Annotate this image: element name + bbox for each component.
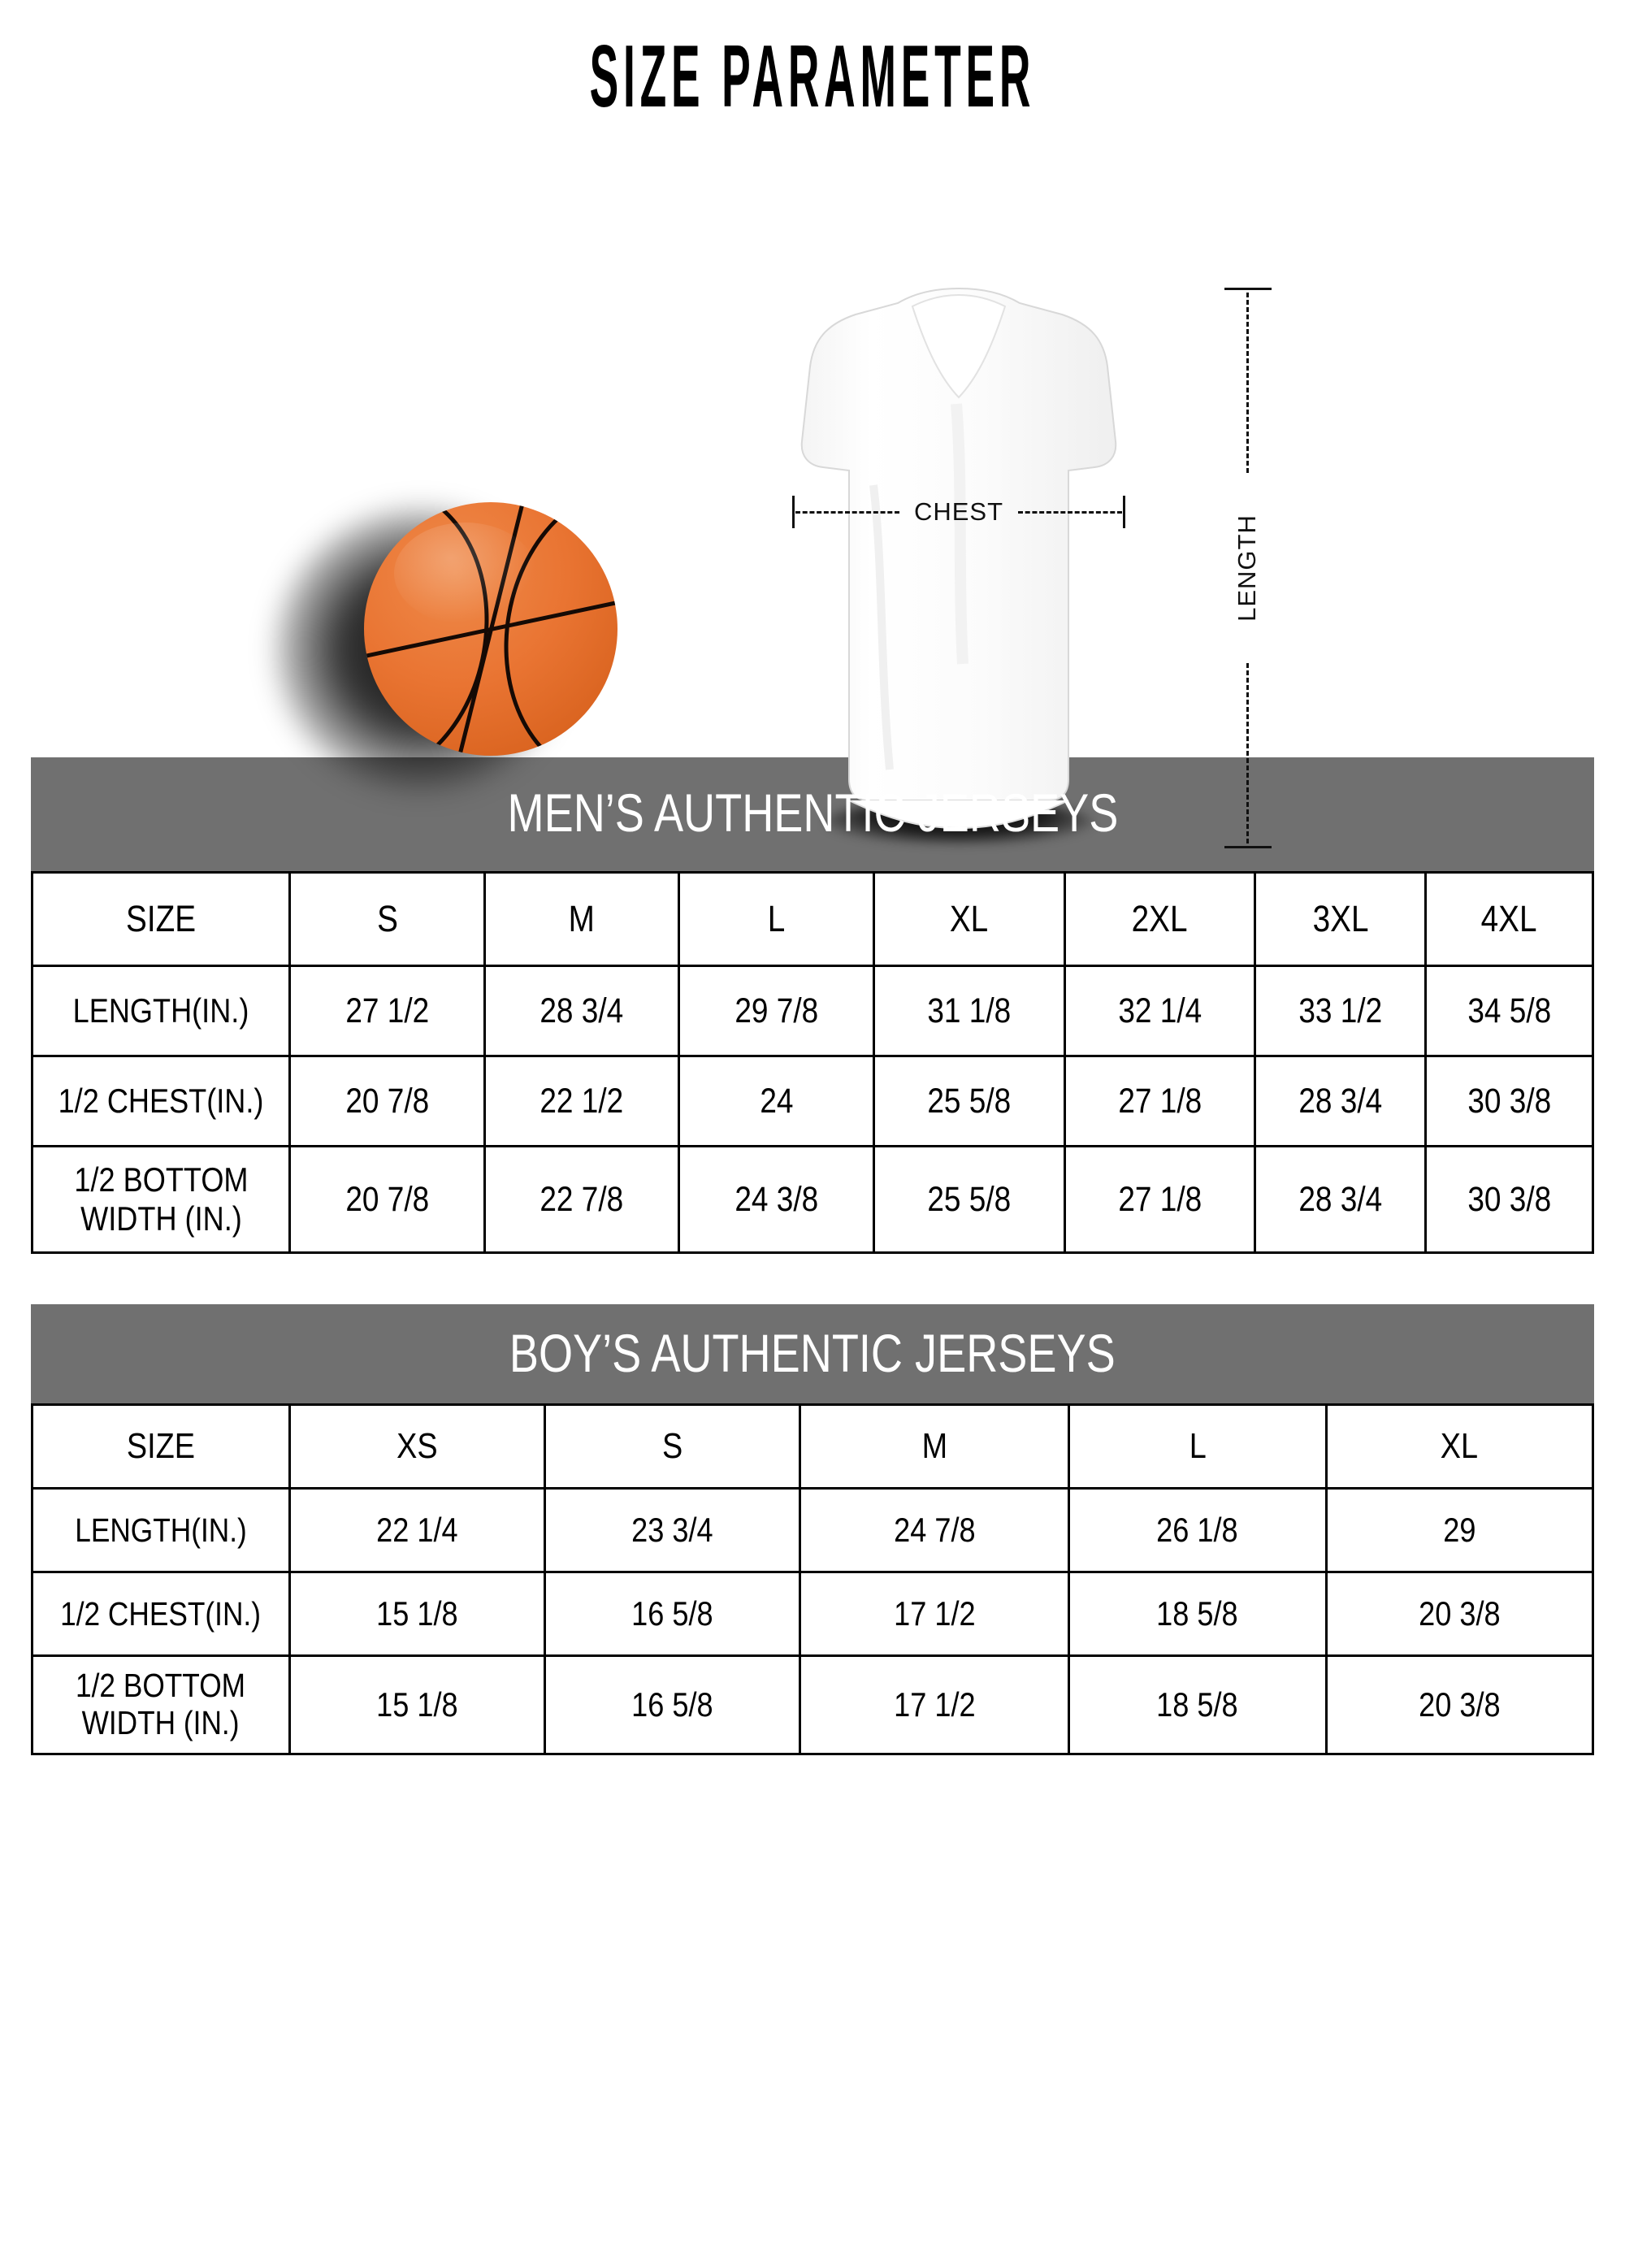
column-header-s: S bbox=[543, 1403, 802, 1490]
basketball-seam-left bbox=[364, 502, 512, 756]
cell-bottom-xl: 25 5/8 bbox=[872, 1145, 1066, 1254]
cell-bottom-m: 22 7/8 bbox=[483, 1145, 681, 1254]
table-row: 1/2 CHEST(IN.) 20 7/8 22 1/2 24 25 5/8 2… bbox=[30, 1055, 1595, 1147]
boys-table-banner: BOY’S AUTHENTIC JERSEYS bbox=[31, 1304, 1594, 1403]
cell-bottom-3xl: 28 3/4 bbox=[1254, 1145, 1427, 1254]
column-header-l: L bbox=[678, 871, 875, 967]
cell-bottom-xl: 20 3/8 bbox=[1324, 1654, 1595, 1755]
column-header-size: SIZE bbox=[30, 871, 292, 967]
cell-chest-4xl: 30 3/8 bbox=[1424, 1055, 1595, 1147]
column-header-s: S bbox=[288, 871, 486, 967]
cell-chest-l: 24 bbox=[678, 1055, 875, 1147]
basketball-sphere bbox=[364, 502, 618, 756]
table-row: 1/2 BOTTOM WIDTH (IN.) 20 7/8 22 7/8 24 … bbox=[30, 1145, 1595, 1254]
table-row: LENGTH(IN.) 22 1/4 23 3/4 24 7/8 26 1/8 … bbox=[31, 1487, 1595, 1573]
row-label-half-chest: 1/2 CHEST(IN.) bbox=[31, 1571, 291, 1657]
table-row: 1/2 CHEST(IN.) 15 1/8 16 5/8 17 1/2 18 5… bbox=[31, 1571, 1595, 1657]
cell-bottom-xs: 15 1/8 bbox=[288, 1654, 546, 1755]
length-dimension: LENGTH bbox=[1219, 288, 1276, 848]
cell-length-3xl: 33 1/2 bbox=[1254, 965, 1427, 1057]
length-label: LENGTH bbox=[1233, 514, 1261, 622]
chest-dimension: CHEST bbox=[792, 496, 1125, 528]
cell-chest-3xl: 28 3/4 bbox=[1254, 1055, 1427, 1147]
cell-bottom-l: 18 5/8 bbox=[1067, 1654, 1328, 1755]
column-header-3xl: 3XL bbox=[1254, 871, 1427, 967]
basketball-icon bbox=[275, 496, 637, 804]
column-header-size: SIZE bbox=[31, 1403, 291, 1490]
cell-chest-xl: 20 3/8 bbox=[1324, 1571, 1595, 1657]
length-cap-bottom bbox=[1224, 846, 1272, 848]
cell-chest-s: 16 5/8 bbox=[543, 1571, 802, 1657]
cell-length-l: 29 7/8 bbox=[678, 965, 875, 1057]
basketball-seam-right bbox=[481, 502, 618, 756]
boys-size-table: SIZE XS S M L XL LENGTH(IN.) 22 1/4 23 3… bbox=[31, 1403, 1595, 1755]
mens-size-table: SIZE S M L XL 2XL 3XL 4XL LENGTH(IN.) 27… bbox=[30, 871, 1595, 1254]
cell-length-xs: 22 1/4 bbox=[288, 1487, 546, 1573]
chest-cap-right bbox=[1123, 496, 1125, 528]
cell-bottom-s: 20 7/8 bbox=[288, 1145, 486, 1254]
cell-chest-m: 22 1/2 bbox=[483, 1055, 681, 1147]
column-header-m: M bbox=[483, 871, 681, 967]
row-label-half-bottom-width: 1/2 BOTTOM WIDTH (IN.) bbox=[30, 1145, 292, 1254]
row-label-length: LENGTH(IN.) bbox=[30, 965, 292, 1057]
cell-length-xl: 31 1/8 bbox=[872, 965, 1066, 1057]
table-row: LENGTH(IN.) 27 1/2 28 3/4 29 7/8 31 1/8 … bbox=[30, 965, 1595, 1057]
cell-bottom-2xl: 27 1/8 bbox=[1063, 1145, 1257, 1254]
chest-label: CHEST bbox=[913, 497, 1004, 526]
cell-length-s: 23 3/4 bbox=[543, 1487, 802, 1573]
cell-bottom-s: 16 5/8 bbox=[543, 1654, 802, 1755]
cell-length-m: 24 7/8 bbox=[799, 1487, 1070, 1573]
length-line-bottom bbox=[1246, 663, 1249, 843]
cell-chest-2xl: 27 1/8 bbox=[1063, 1055, 1257, 1147]
row-label-line1: 1/2 BOTTOM bbox=[74, 1160, 249, 1199]
cell-bottom-m: 17 1/2 bbox=[799, 1654, 1070, 1755]
chest-line-right bbox=[1018, 511, 1122, 514]
cell-chest-xl: 25 5/8 bbox=[872, 1055, 1066, 1147]
mens-banner-text: MEN’S AUTHENTIC JERSEYS bbox=[507, 783, 1118, 843]
row-label-line1: 1/2 BOTTOM bbox=[76, 1667, 246, 1705]
cell-chest-xs: 15 1/8 bbox=[288, 1571, 546, 1657]
cell-chest-l: 18 5/8 bbox=[1067, 1571, 1328, 1657]
row-label-line2: WIDTH (IN.) bbox=[81, 1703, 240, 1741]
column-header-4xl: 4XL bbox=[1424, 871, 1595, 967]
page-title: SIZE PARAMETER bbox=[589, 28, 1036, 126]
cell-bottom-l: 24 3/8 bbox=[678, 1145, 875, 1254]
boys-size-table-block: BOY’S AUTHENTIC JERSEYS SIZE XS S M L XL… bbox=[31, 1304, 1595, 1755]
cell-length-xl: 29 bbox=[1324, 1487, 1595, 1573]
jersey-illustration bbox=[800, 287, 1117, 830]
boys-banner-text: BOY’S AUTHENTIC JERSEYS bbox=[509, 1323, 1116, 1383]
column-header-xl: XL bbox=[872, 871, 1066, 967]
mens-size-table-block: MEN’S AUTHENTIC JERSEYS SIZE S M L XL 2X… bbox=[30, 757, 1595, 1254]
cell-length-s: 27 1/2 bbox=[288, 965, 486, 1057]
jersey-icon bbox=[776, 282, 1142, 851]
illustration-area: CHEST LENGTH bbox=[0, 107, 1625, 848]
length-cap-top bbox=[1224, 288, 1272, 290]
column-header-l: L bbox=[1067, 1403, 1328, 1490]
page-title-container: SIZE PARAMETER bbox=[0, 0, 1625, 121]
row-label-half-bottom-width: 1/2 BOTTOM WIDTH (IN.) bbox=[31, 1654, 291, 1755]
cell-chest-s: 20 7/8 bbox=[288, 1055, 486, 1147]
cell-length-m: 28 3/4 bbox=[483, 965, 681, 1057]
row-label-line2: WIDTH (IN.) bbox=[80, 1199, 242, 1238]
table-row-header: SIZE S M L XL 2XL 3XL 4XL bbox=[30, 871, 1595, 967]
cell-length-2xl: 32 1/4 bbox=[1063, 965, 1257, 1057]
table-row-header: SIZE XS S M L XL bbox=[31, 1403, 1595, 1490]
cell-length-4xl: 34 5/8 bbox=[1424, 965, 1595, 1057]
column-header-2xl: 2XL bbox=[1063, 871, 1257, 967]
row-label-length: LENGTH(IN.) bbox=[31, 1487, 291, 1573]
chest-cap-left bbox=[792, 496, 795, 528]
cell-bottom-4xl: 30 3/8 bbox=[1424, 1145, 1595, 1254]
mens-table-banner: MEN’S AUTHENTIC JERSEYS bbox=[31, 757, 1594, 871]
chest-line-left bbox=[795, 511, 899, 514]
column-header-xl: XL bbox=[1324, 1403, 1595, 1490]
column-header-m: M bbox=[799, 1403, 1070, 1490]
table-row: 1/2 BOTTOM WIDTH (IN.) 15 1/8 16 5/8 17 … bbox=[31, 1654, 1595, 1755]
row-label-half-chest: 1/2 CHEST(IN.) bbox=[30, 1055, 292, 1147]
cell-length-l: 26 1/8 bbox=[1067, 1487, 1328, 1573]
length-line-top bbox=[1246, 293, 1249, 473]
cell-chest-m: 17 1/2 bbox=[799, 1571, 1070, 1657]
column-header-xs: XS bbox=[288, 1403, 546, 1490]
